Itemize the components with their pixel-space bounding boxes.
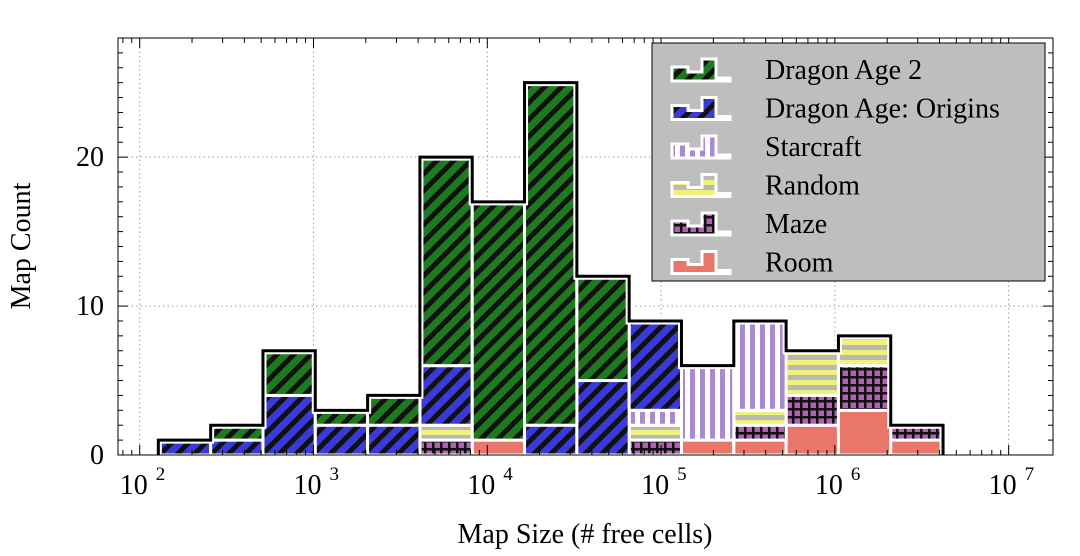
legend-item-starcraft: Starcraft bbox=[670, 132, 862, 163]
bar-maze bbox=[627, 438, 683, 457]
x-tick-label: 10 bbox=[293, 470, 321, 501]
legend-label: Maze bbox=[765, 209, 827, 240]
bar-random bbox=[627, 423, 683, 442]
legend-box bbox=[651, 42, 1046, 282]
bar-room bbox=[470, 438, 527, 457]
histogram-outline bbox=[154, 79, 947, 455]
legend-label: Random bbox=[765, 171, 860, 202]
bar-random bbox=[732, 408, 788, 427]
bar-maze bbox=[418, 438, 474, 457]
bar-dao bbox=[261, 393, 317, 457]
bar-room bbox=[784, 423, 840, 457]
bar-dao bbox=[209, 438, 265, 457]
bar-starcraft bbox=[627, 408, 683, 427]
bar-starcraft bbox=[679, 364, 736, 442]
bar-maze bbox=[732, 423, 788, 442]
legend-swatch-room bbox=[670, 250, 732, 275]
legend-item-dao: Dragon Age: Origins bbox=[670, 94, 1000, 125]
legend-item-room: Room bbox=[670, 248, 834, 279]
x-axis-label: Map Size (# free cells) bbox=[458, 519, 713, 550]
bar-random bbox=[836, 334, 893, 368]
legend-label: Starcraft bbox=[765, 132, 862, 163]
legend-swatch-maze bbox=[670, 211, 732, 237]
bar-room bbox=[679, 438, 736, 457]
x-tick-exponent: 3 bbox=[329, 464, 339, 485]
bar-dao bbox=[313, 423, 370, 457]
x-tick-exponent: 4 bbox=[503, 464, 513, 485]
total-outline bbox=[156, 81, 945, 455]
y-tick-label: 20 bbox=[76, 142, 104, 173]
bar-da2 bbox=[575, 274, 631, 383]
bar-dao bbox=[366, 423, 422, 457]
bar-da2 bbox=[261, 349, 317, 397]
x-tick-label: 10 bbox=[641, 470, 669, 501]
bar-random bbox=[418, 423, 474, 442]
bar-da2 bbox=[418, 155, 474, 368]
legend-swatch-da2 bbox=[670, 57, 732, 83]
histogram-bars bbox=[156, 81, 945, 457]
x-tick-label: 10 bbox=[467, 470, 495, 501]
bar-room bbox=[732, 438, 788, 457]
legend-label: Dragon Age 2 bbox=[765, 55, 922, 86]
legend-item-random: Random bbox=[670, 171, 860, 202]
bar-maze bbox=[784, 393, 840, 427]
legend-swatch-random bbox=[670, 173, 732, 198]
bar-starcraft bbox=[732, 319, 788, 412]
legend: Dragon Age 2 Dragon Age: Origins Starcraft… bbox=[651, 42, 1046, 282]
bar-da2 bbox=[523, 81, 579, 427]
bar-maze bbox=[836, 364, 893, 412]
legend-label: Dragon Age: Origins bbox=[765, 94, 1000, 125]
legend-swatch-dao bbox=[670, 96, 732, 121]
x-tick-exponent: 2 bbox=[156, 464, 166, 485]
y-tick-label: 10 bbox=[76, 291, 104, 322]
y-tick-label: 0 bbox=[90, 440, 104, 471]
bar-room bbox=[836, 408, 893, 457]
bar-da2 bbox=[470, 200, 527, 442]
bar-da2 bbox=[366, 393, 422, 427]
bar-random bbox=[784, 349, 840, 397]
legend-item-maze: Maze bbox=[670, 209, 827, 240]
bar-dao bbox=[627, 319, 683, 412]
x-tick-exponent: 7 bbox=[1025, 464, 1035, 485]
bar-dao bbox=[523, 423, 579, 457]
x-tick-label: 10 bbox=[989, 470, 1017, 501]
bar-dao bbox=[575, 379, 631, 457]
y-axis-label: Map Count bbox=[6, 182, 37, 309]
x-tick-label: 10 bbox=[815, 470, 843, 501]
legend-item-da2: Dragon Age 2 bbox=[670, 55, 922, 86]
bar-room bbox=[889, 438, 945, 457]
axis-ticks: 10 2 10 3 10 4 10 5 10 6 10 7 0 10 20 bbox=[76, 37, 1053, 501]
x-tick-exponent: 5 bbox=[677, 464, 687, 485]
x-tick-label: 10 bbox=[120, 470, 148, 501]
bar-dao bbox=[418, 364, 474, 427]
x-tick-exponent: 6 bbox=[851, 464, 861, 485]
legend-label: Room bbox=[765, 248, 834, 279]
legend-swatch-starcraft bbox=[670, 134, 732, 160]
